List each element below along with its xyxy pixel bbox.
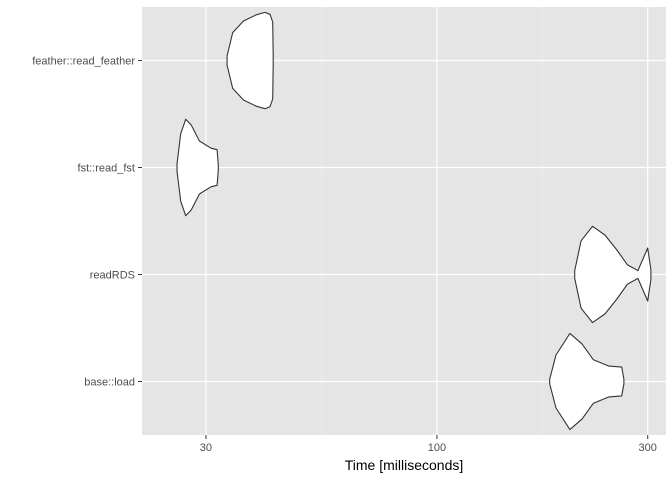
x-tick-label-1: 100 [428, 442, 446, 454]
violin-2 [574, 225, 652, 324]
y-tick-label-2: readRDS [90, 270, 135, 282]
x-axis: 30 100 300 [200, 435, 657, 454]
grid-layer [142, 7, 666, 435]
y-tick-label-1: fst::read_fst [78, 163, 135, 175]
violin-0 [226, 11, 274, 110]
y-tick-label-0: feather::read_feather [32, 56, 135, 68]
violin-1 [176, 118, 219, 217]
x-tick-label-2: 300 [639, 442, 657, 454]
violin-layer [176, 11, 652, 431]
y-tick-label-3: base::load [84, 377, 135, 389]
y-axis: feather::read_featherfst::read_fstreadRD… [32, 56, 142, 389]
x-tick-label-0: 30 [200, 442, 212, 454]
x-axis-title: Time [milliseconds] [345, 457, 464, 473]
violin-3 [549, 332, 625, 431]
